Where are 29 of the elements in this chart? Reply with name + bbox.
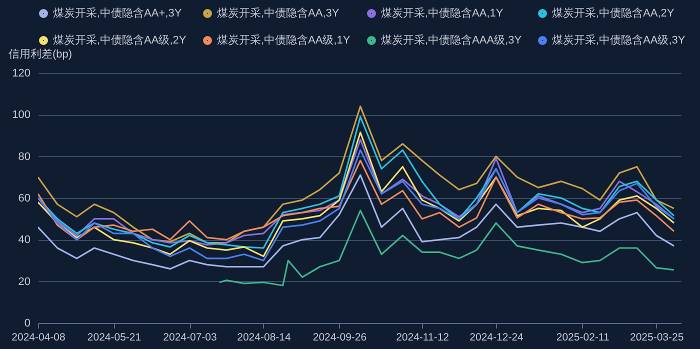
- x-tick-label: 2025-03-25: [630, 332, 684, 344]
- y-tick-label: 60: [18, 192, 30, 204]
- x-tick-label: 2024-08-14: [237, 332, 291, 344]
- legend-label: 煤炭开采,中债隐含AA,3Y: [217, 6, 340, 20]
- line-series: [38, 160, 675, 240]
- legend-label: 煤炭开采,中债隐含AA级,3Y: [552, 34, 686, 46]
- line-series: [218, 210, 675, 286]
- legend-label: 煤炭开采,中债隐含AA级,1Y: [217, 34, 351, 46]
- y-tick-label: 100: [12, 109, 30, 122]
- x-tick-label: 2024-04-08: [12, 332, 66, 344]
- legend-label: 煤炭开采,中债隐含AA+,3Y: [53, 6, 182, 20]
- x-tick-label: 2024-09-26: [312, 332, 367, 344]
- y-tick-label: 20: [18, 276, 30, 288]
- legend-label: 煤炭开采,中债隐含AA级,2Y: [53, 34, 187, 46]
- legend-label: 煤炭开采,中债隐含AA,2Y: [552, 6, 675, 20]
- line-series: [38, 149, 675, 262]
- x-tick-label: 2024-12-24: [470, 332, 524, 344]
- y-tick-label: 0: [24, 318, 30, 330]
- x-tick-label: 2024-05-21: [87, 332, 142, 344]
- x-tick-label: 2024-11-12: [396, 332, 450, 344]
- legend-label: 煤炭开采,中债隐含AAA级,3Y: [381, 34, 522, 46]
- line-series: [38, 174, 675, 270]
- x-tick-label: 2025-02-11: [556, 332, 610, 344]
- x-tick-label: 2024-07-03: [163, 332, 218, 344]
- y-tick-label: 80: [18, 150, 30, 163]
- y-tick-label: 40: [18, 234, 30, 246]
- y-tick-label: 120: [12, 68, 30, 80]
- legend-label: 煤炭开采,中债隐含AA,1Y: [381, 6, 504, 20]
- y-axis-title: 信用利差(bp): [8, 48, 72, 60]
